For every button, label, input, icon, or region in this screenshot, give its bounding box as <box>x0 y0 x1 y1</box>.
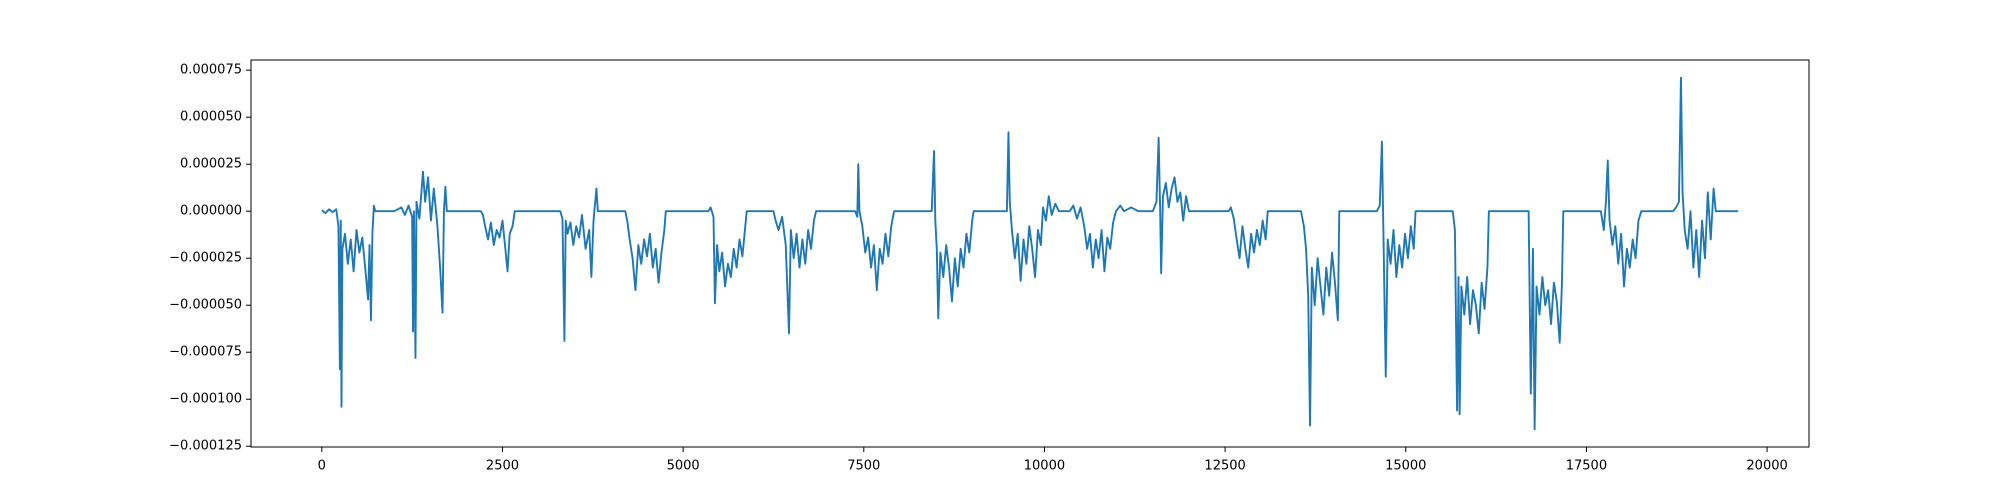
data-line <box>321 76 1739 431</box>
axes-frame <box>250 59 1810 448</box>
y-tick-label: 0.000075 <box>180 63 242 78</box>
y-tick-label: −0.000125 <box>169 439 242 454</box>
y-tick-label: 0.000050 <box>180 110 242 125</box>
x-tick-label: 20000 <box>1746 459 1787 474</box>
x-tick-label: 0 <box>318 459 326 474</box>
y-tick-label: −0.000050 <box>169 298 242 313</box>
x-tick-label: 12500 <box>1204 459 1245 474</box>
y-tick-label: 0.000000 <box>180 204 242 219</box>
x-tick-label: 17500 <box>1566 459 1607 474</box>
y-tick-label: −0.000075 <box>169 345 242 360</box>
y-tick-label: −0.000025 <box>169 251 242 266</box>
y-tick-label: −0.000100 <box>169 392 242 407</box>
x-tick-label: 5000 <box>667 459 700 474</box>
x-tick-label: 10000 <box>1024 459 1065 474</box>
x-tick-label: 2500 <box>486 459 519 474</box>
x-tick-label: 7500 <box>847 459 880 474</box>
y-tick-label: 0.000025 <box>180 157 242 172</box>
x-tick-label: 15000 <box>1385 459 1426 474</box>
